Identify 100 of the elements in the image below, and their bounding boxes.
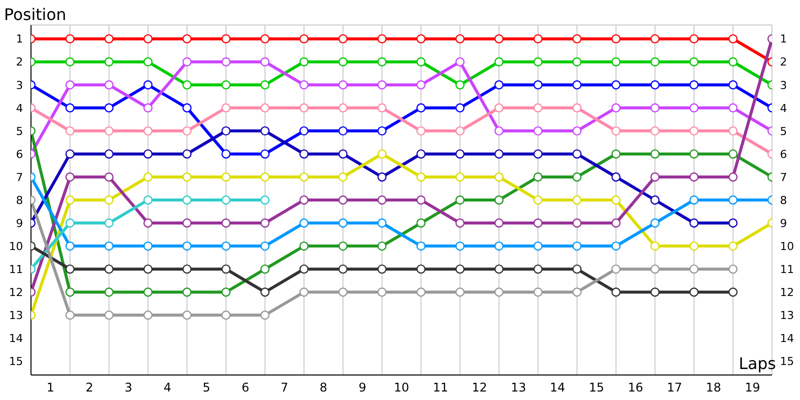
point <box>182 288 192 297</box>
point <box>650 126 660 136</box>
point <box>455 80 465 90</box>
y-tick-label: 11 <box>9 262 23 276</box>
x-tick-label: 9 <box>358 380 366 395</box>
point <box>494 172 504 182</box>
point <box>260 288 270 297</box>
point <box>533 288 543 297</box>
point <box>611 57 621 66</box>
point <box>455 34 465 44</box>
point <box>689 149 699 159</box>
point <box>104 34 114 44</box>
point <box>221 57 231 66</box>
point <box>533 126 543 136</box>
x-tick-label: 8 <box>320 380 328 395</box>
point <box>221 195 231 205</box>
x-tick-label: 5 <box>202 380 210 395</box>
point <box>689 126 699 136</box>
point <box>377 34 387 44</box>
point <box>299 80 309 90</box>
point <box>260 241 270 251</box>
point <box>143 149 153 159</box>
x-tick-label: 16 <box>628 380 644 395</box>
point <box>416 172 426 182</box>
point <box>65 218 75 228</box>
point <box>377 80 387 90</box>
point <box>182 310 192 320</box>
point <box>377 149 387 159</box>
point <box>65 57 75 66</box>
point <box>650 103 660 112</box>
point <box>455 172 465 182</box>
point <box>143 57 153 66</box>
point <box>689 34 699 44</box>
x-tick-label: 17 <box>666 380 682 395</box>
point <box>182 241 192 251</box>
point <box>611 80 621 90</box>
y2-tick-label: 12 <box>780 286 794 300</box>
point <box>260 310 270 320</box>
point <box>728 80 738 90</box>
y-tick-label: 6 <box>16 148 23 161</box>
point <box>533 80 543 90</box>
point <box>689 195 699 205</box>
point <box>572 241 582 251</box>
point <box>455 241 465 251</box>
point <box>377 241 387 251</box>
point <box>533 218 543 228</box>
point <box>572 80 582 90</box>
point <box>377 288 387 297</box>
point <box>104 149 114 159</box>
point <box>143 34 153 44</box>
y2-tick-label: 14 <box>780 332 794 346</box>
point <box>533 103 543 112</box>
point <box>611 149 621 159</box>
point <box>377 57 387 66</box>
point <box>182 264 192 274</box>
point <box>338 241 348 251</box>
point <box>338 57 348 66</box>
y-axis-title: Position <box>4 5 66 24</box>
point <box>104 126 114 136</box>
point <box>533 172 543 182</box>
point <box>728 264 738 274</box>
y2-tick-label: 5 <box>780 124 787 138</box>
x-tick-label: 13 <box>510 380 526 395</box>
point <box>221 288 231 297</box>
y-tick-label: 9 <box>16 216 23 230</box>
point <box>377 172 387 182</box>
point <box>533 195 543 205</box>
point <box>611 34 621 44</box>
point <box>572 218 582 228</box>
point <box>689 264 699 274</box>
point <box>221 218 231 228</box>
point <box>338 80 348 90</box>
point <box>221 310 231 320</box>
point <box>728 126 738 136</box>
y-tick-label: 8 <box>16 194 23 207</box>
point <box>377 126 387 136</box>
point <box>143 310 153 320</box>
point <box>455 103 465 112</box>
point <box>260 103 270 112</box>
y-tick-label: 12 <box>9 286 23 300</box>
point <box>494 57 504 66</box>
point <box>455 218 465 228</box>
point <box>416 103 426 112</box>
point <box>143 218 153 228</box>
point <box>260 149 270 159</box>
point <box>143 195 153 205</box>
y-tick-label: 2 <box>16 56 23 69</box>
y-tick-label: 4 <box>16 102 23 115</box>
point <box>650 195 660 205</box>
point <box>377 218 387 228</box>
point <box>299 57 309 66</box>
point <box>182 80 192 90</box>
point <box>572 126 582 136</box>
y2-tick-label: 15 <box>780 355 794 368</box>
point <box>221 172 231 182</box>
point <box>338 149 348 159</box>
point <box>65 172 75 182</box>
point <box>260 126 270 136</box>
point <box>728 218 738 228</box>
point <box>455 288 465 297</box>
